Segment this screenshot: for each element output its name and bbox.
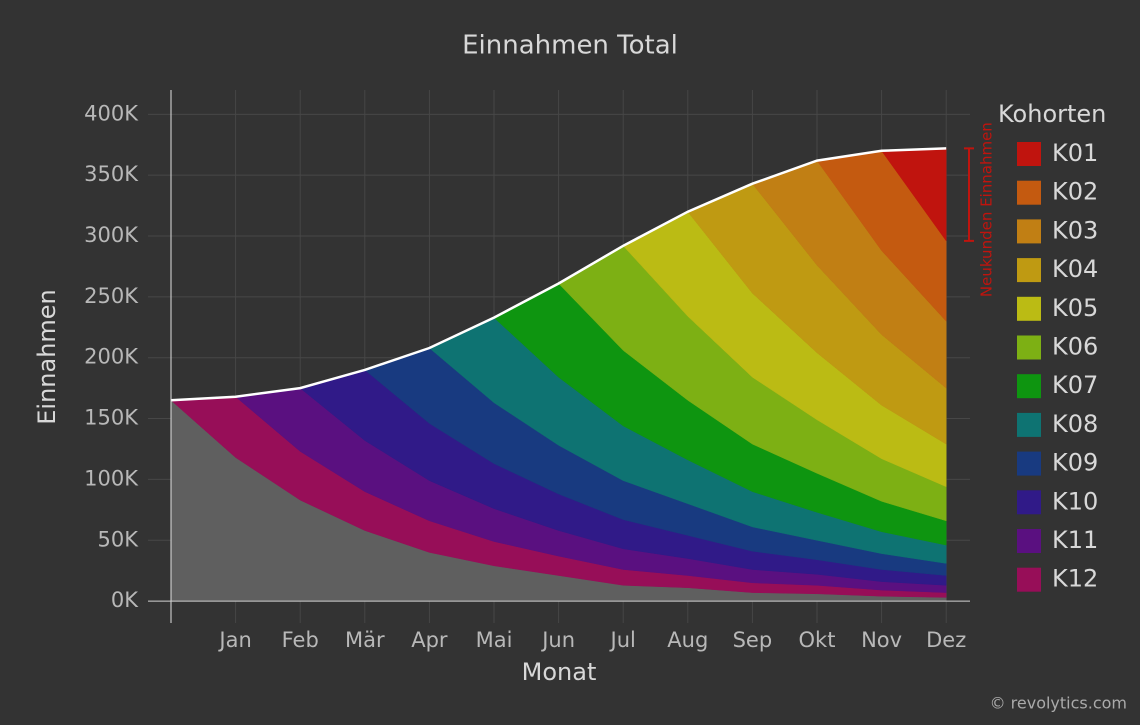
annotation: Neukunden Einnahmen: [978, 122, 996, 297]
legend-swatch: [1017, 374, 1041, 399]
x-tick-label: Feb: [282, 628, 319, 652]
credit: © revolytics.com: [990, 694, 1127, 713]
legend-swatch: [1017, 258, 1041, 283]
y-tick-label: 0K: [111, 588, 139, 612]
x-tick-label: Apr: [411, 628, 448, 652]
legend-label: K07: [1052, 371, 1098, 399]
y-tick-label: 50K: [98, 527, 140, 551]
legend-label: K03: [1052, 216, 1098, 244]
legend-label: K12: [1052, 565, 1098, 593]
legend-label: K09: [1052, 449, 1098, 477]
y-axis-label: Einnahmen: [33, 289, 61, 425]
legend-swatch: [1017, 335, 1041, 360]
y-tick-label: 400K: [84, 101, 139, 125]
legend-swatch: [1017, 529, 1041, 553]
legend-swatch: [1017, 142, 1041, 166]
legend-swatch: [1017, 296, 1041, 321]
annotation-bracket: [964, 147, 974, 242]
legend-swatch: [1017, 412, 1041, 437]
legend-swatch: [1017, 451, 1041, 476]
legend-label: K06: [1052, 333, 1098, 361]
y-tick-label: 150K: [84, 406, 139, 430]
x-tick-label: Mai: [476, 628, 513, 652]
legend-label: K04: [1052, 255, 1098, 283]
x-tick-label: Okt: [799, 628, 836, 652]
x-tick-label: Aug: [667, 628, 708, 652]
chart-title: Einnahmen Total: [462, 31, 678, 61]
x-tick-label: Sep: [733, 628, 773, 652]
y-tick-label: 350K: [84, 162, 139, 186]
y-tick-label: 100K: [84, 466, 139, 490]
legend-label: K01: [1052, 139, 1098, 167]
legend-label: K11: [1052, 526, 1098, 554]
x-tick-label: Jun: [540, 628, 575, 652]
x-tick-label: Nov: [861, 628, 902, 652]
legend-swatch: [1017, 180, 1041, 205]
x-tick-label: Jul: [609, 628, 636, 652]
x-tick-label: Dez: [926, 628, 966, 652]
legend-swatch: [1017, 490, 1041, 515]
legend-label: K08: [1052, 410, 1098, 438]
legend-label: K10: [1052, 487, 1098, 515]
legend-swatch: [1017, 219, 1041, 244]
x-tick-label: Jan: [217, 628, 251, 652]
x-axis-label: Monat: [522, 658, 597, 686]
legend-swatch: [1017, 567, 1041, 592]
legend-label: K02: [1052, 178, 1098, 206]
legend-label: K05: [1052, 294, 1098, 322]
y-tick-label: 200K: [84, 345, 139, 369]
y-tick-label: 250K: [84, 284, 139, 308]
legend-title: Kohorten: [998, 100, 1106, 128]
x-tick-label: Mär: [345, 628, 385, 652]
y-tick-label: 300K: [84, 223, 139, 247]
total-line: [170, 147, 947, 402]
